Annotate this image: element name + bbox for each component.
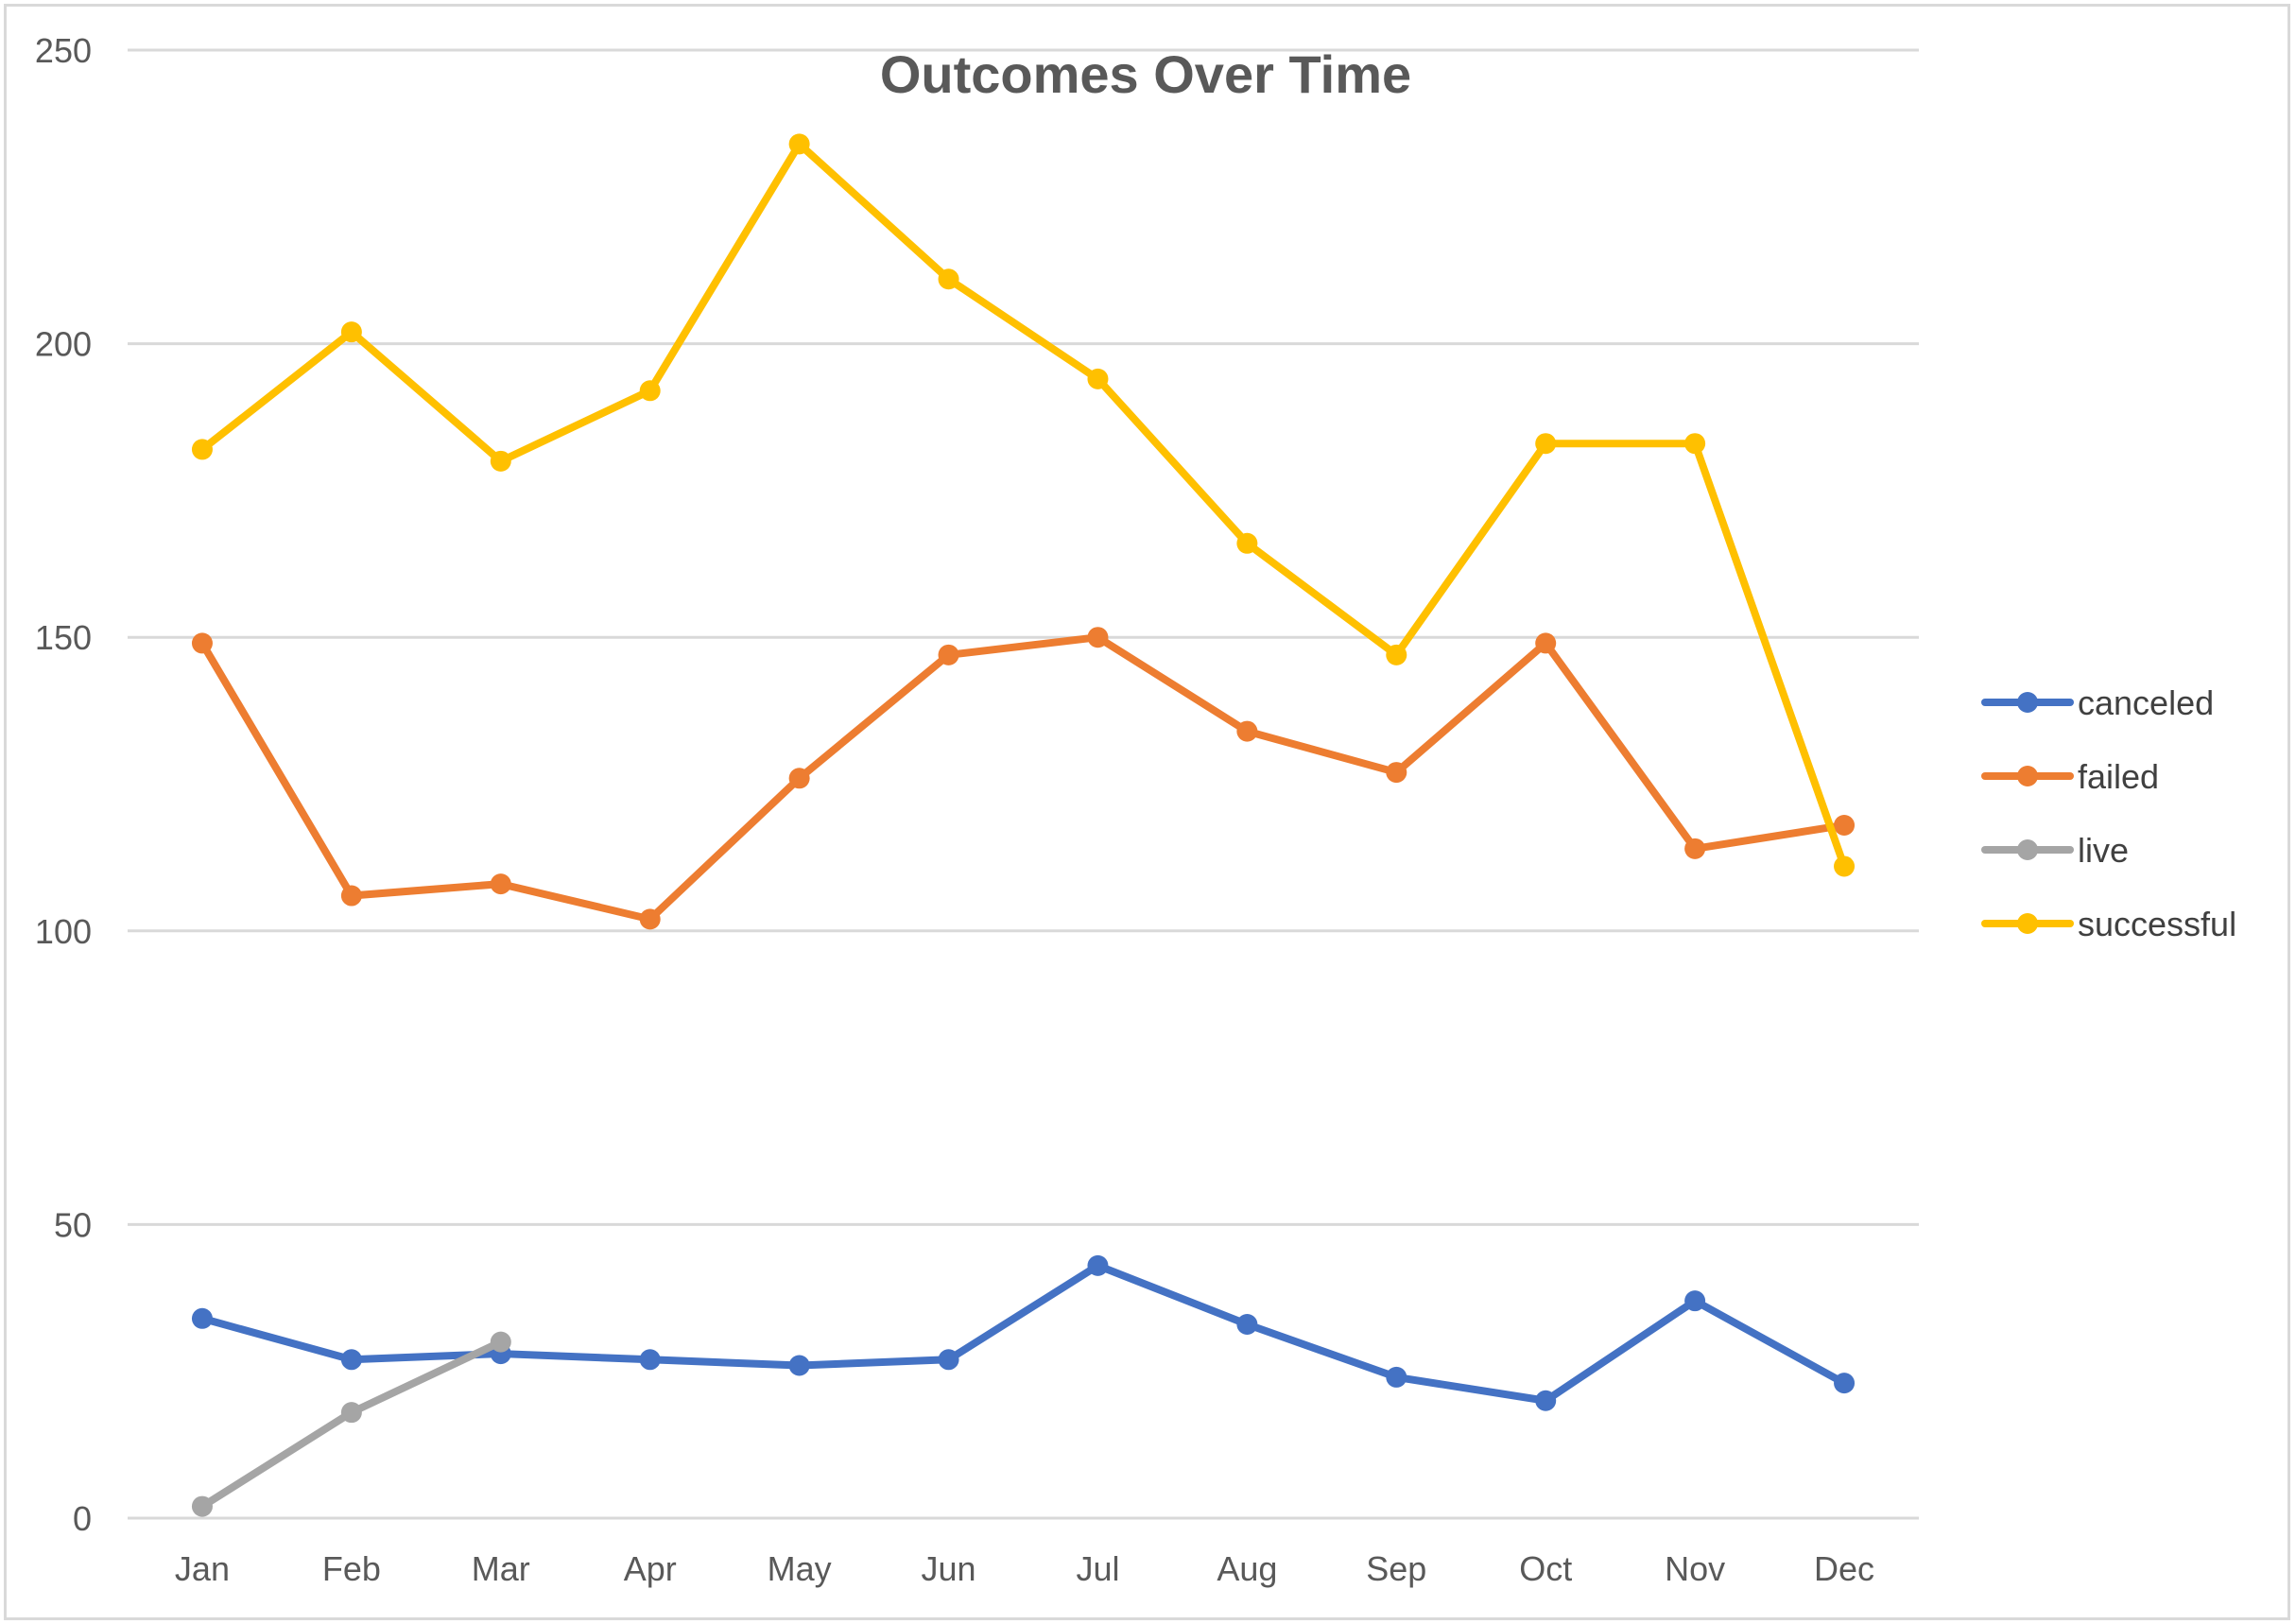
data-point-failed [938, 644, 959, 665]
data-point-successful [1834, 855, 1856, 877]
x-tick-label: Jul [1076, 1549, 1119, 1588]
legend-swatch-marker [2017, 692, 2038, 713]
data-point-live [490, 1331, 511, 1353]
data-point-canceled [1386, 1366, 1407, 1388]
legend-label: canceled [2078, 683, 2214, 722]
data-point-canceled [1087, 1254, 1109, 1276]
x-tick-label: Apr [624, 1549, 677, 1588]
data-point-canceled [1535, 1390, 1557, 1411]
series-line-failed [198, 633, 1849, 924]
series-lines [191, 133, 1856, 1517]
data-point-failed [340, 885, 362, 907]
series-canceled [191, 1254, 1856, 1411]
data-point-canceled [938, 1349, 959, 1371]
data-point-failed [1834, 814, 1856, 836]
legend-label: successful [2078, 905, 2236, 943]
legend-item-live: live [1981, 831, 2129, 870]
x-tick-label: Mar [472, 1549, 530, 1588]
series-line-successful [198, 140, 1849, 871]
data-point-successful [1236, 532, 1258, 554]
data-point-canceled [191, 1307, 213, 1329]
y-axis-ticks: 0 50 100 150 200 250 [35, 31, 92, 1538]
data-point-failed [788, 768, 810, 789]
y-tick-label: 250 [35, 31, 92, 70]
data-point-canceled [340, 1349, 362, 1371]
legend-label: failed [2078, 757, 2159, 796]
data-point-canceled [1236, 1314, 1258, 1336]
series-successful [191, 133, 1856, 877]
legend-item-successful: successful [1981, 905, 2236, 943]
chart-area [4, 4, 2290, 1620]
data-point-failed [1535, 632, 1557, 654]
data-point-failed [639, 908, 661, 930]
series-failed [191, 627, 1856, 930]
y-tick-label: 50 [54, 1205, 92, 1244]
x-tick-label: Jun [922, 1549, 976, 1588]
x-tick-label: Nov [1665, 1549, 1725, 1588]
x-tick-label: Feb [322, 1549, 381, 1588]
data-point-canceled [639, 1349, 661, 1371]
legend-label: live [2078, 831, 2129, 870]
x-tick-label: Aug [1217, 1549, 1277, 1588]
data-point-failed [191, 632, 213, 654]
data-point-successful [1087, 368, 1109, 389]
data-point-canceled [1684, 1290, 1706, 1312]
x-tick-label: Dec [1814, 1549, 1874, 1588]
data-point-successful [191, 439, 213, 460]
data-point-live [340, 1402, 362, 1424]
legend-swatch-marker [2017, 766, 2038, 786]
y-tick-label: 0 [73, 1499, 92, 1538]
y-tick-label: 100 [35, 912, 92, 951]
x-tick-label: Jan [175, 1549, 230, 1588]
series-live [191, 1331, 511, 1517]
data-point-successful [938, 268, 959, 290]
data-point-successful [1386, 644, 1407, 665]
data-point-failed [1684, 838, 1706, 859]
x-tick-label: Sep [1366, 1549, 1426, 1588]
data-point-successful [639, 380, 661, 402]
legend-item-canceled: canceled [1981, 683, 2214, 722]
data-point-successful [490, 450, 511, 472]
data-point-failed [490, 873, 511, 895]
data-point-live [191, 1495, 213, 1517]
legend: canceled failed live successful [1981, 683, 2236, 943]
x-tick-label: Oct [1519, 1549, 1572, 1588]
legend-item-failed: failed [1981, 757, 2159, 796]
data-point-successful [788, 133, 810, 155]
data-point-failed [1386, 762, 1407, 784]
chart-title: Outcomes Over Time [880, 44, 1411, 104]
x-axis-ticks: Jan Feb Mar Apr May Jun Jul Aug Sep Oct Nov Dec [175, 1549, 1874, 1588]
data-point-successful [1535, 433, 1557, 455]
series-line-canceled [198, 1261, 1849, 1405]
data-point-canceled [788, 1355, 810, 1376]
gridlines [128, 48, 1919, 1520]
data-point-successful [340, 321, 362, 343]
data-point-failed [1236, 720, 1258, 742]
legend-swatch-marker [2017, 913, 2038, 934]
legend-swatch-marker [2017, 839, 2038, 860]
x-tick-label: May [768, 1549, 832, 1588]
y-tick-label: 150 [35, 618, 92, 657]
data-point-canceled [1834, 1373, 1856, 1394]
y-tick-label: 200 [35, 325, 92, 364]
data-point-failed [1087, 627, 1109, 648]
data-point-successful [1684, 433, 1706, 455]
